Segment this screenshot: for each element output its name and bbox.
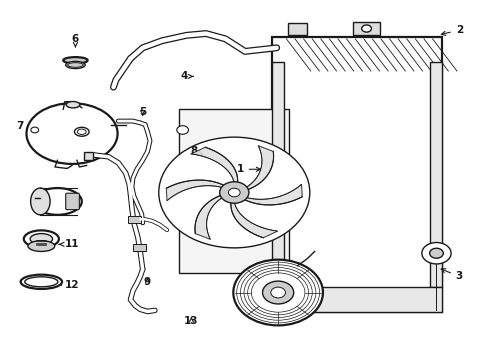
Ellipse shape [21,275,62,289]
Ellipse shape [30,188,50,215]
Text: 8: 8 [190,147,203,157]
Bar [272,287,442,312]
Ellipse shape [28,241,55,251]
Circle shape [271,287,286,298]
Polygon shape [166,180,226,201]
Text: 12: 12 [58,280,79,291]
FancyBboxPatch shape [66,193,79,210]
Text: 4: 4 [180,71,194,81]
Circle shape [233,260,323,325]
Polygon shape [231,201,278,238]
Circle shape [159,137,310,248]
Polygon shape [245,146,273,190]
Circle shape [31,127,39,133]
Circle shape [263,281,294,304]
Ellipse shape [26,103,118,164]
Text: 2: 2 [441,25,463,35]
Ellipse shape [68,63,83,67]
FancyBboxPatch shape [353,22,380,35]
Text: 13: 13 [184,316,198,326]
Text: 11: 11 [59,239,79,249]
Text: 3: 3 [441,269,463,282]
Polygon shape [179,109,289,273]
Ellipse shape [77,129,86,134]
Circle shape [220,182,249,203]
Circle shape [177,126,189,134]
Ellipse shape [74,127,89,136]
Ellipse shape [33,188,82,215]
Ellipse shape [25,277,58,287]
Bar [272,62,284,287]
Polygon shape [243,184,302,205]
FancyBboxPatch shape [288,23,307,35]
Polygon shape [272,37,442,312]
Bar [430,62,442,287]
Text: 1: 1 [237,164,261,174]
Ellipse shape [24,230,59,248]
Text: 9: 9 [144,277,151,287]
Ellipse shape [66,102,80,108]
Text: 5: 5 [139,107,147,117]
Ellipse shape [66,62,85,68]
FancyBboxPatch shape [133,244,146,251]
Polygon shape [191,147,238,184]
Circle shape [228,188,240,197]
Circle shape [177,161,189,170]
Ellipse shape [63,57,88,64]
Text: 14: 14 [288,289,308,299]
Text: 6: 6 [72,34,79,47]
Circle shape [362,25,371,32]
Circle shape [422,243,451,264]
Text: 10: 10 [59,200,79,210]
FancyBboxPatch shape [84,152,94,159]
Ellipse shape [30,234,52,244]
Circle shape [430,248,443,258]
Text: 7: 7 [16,121,36,131]
FancyBboxPatch shape [128,216,141,223]
Polygon shape [195,195,223,239]
